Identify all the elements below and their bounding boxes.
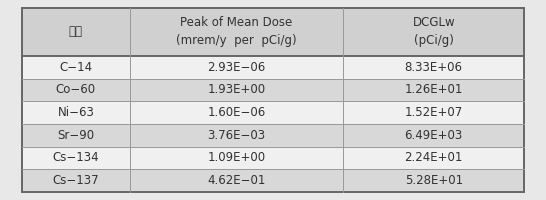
Text: 1.52E+07: 1.52E+07: [405, 106, 463, 119]
Bar: [130, 169, 343, 192]
Bar: [22, 79, 130, 101]
Bar: [130, 101, 343, 124]
Text: Peak of Mean Dose
(mrem/y  per  pCi/g): Peak of Mean Dose (mrem/y per pCi/g): [176, 16, 297, 47]
Bar: [22, 8, 130, 56]
Text: Co−60: Co−60: [56, 83, 96, 96]
Text: 1.09E+00: 1.09E+00: [207, 151, 266, 164]
Text: 1.60E−06: 1.60E−06: [207, 106, 266, 119]
Bar: [343, 169, 524, 192]
Bar: [130, 56, 343, 79]
Bar: [343, 8, 524, 56]
Text: Cs−134: Cs−134: [52, 151, 99, 164]
Bar: [343, 56, 524, 79]
Bar: [343, 101, 524, 124]
Text: 6.49E+03: 6.49E+03: [405, 129, 463, 142]
Text: 5.28E+01: 5.28E+01: [405, 174, 463, 187]
Text: C−14: C−14: [60, 61, 92, 74]
Bar: [22, 147, 130, 169]
Bar: [130, 79, 343, 101]
Bar: [22, 101, 130, 124]
Bar: [343, 124, 524, 147]
Text: Sr−90: Sr−90: [57, 129, 94, 142]
Text: 1.93E+00: 1.93E+00: [207, 83, 266, 96]
Bar: [22, 56, 130, 79]
Bar: [130, 147, 343, 169]
Bar: [343, 147, 524, 169]
Text: DCGLw
(pCi/g): DCGLw (pCi/g): [412, 16, 455, 47]
Text: 4.62E−01: 4.62E−01: [207, 174, 266, 187]
Bar: [22, 169, 130, 192]
Text: 2.24E+01: 2.24E+01: [405, 151, 463, 164]
Text: Cs−137: Cs−137: [52, 174, 99, 187]
Text: 8.33E+06: 8.33E+06: [405, 61, 463, 74]
Bar: [343, 79, 524, 101]
Text: Ni−63: Ni−63: [57, 106, 94, 119]
Bar: [22, 124, 130, 147]
Bar: [130, 8, 343, 56]
Text: 1.26E+01: 1.26E+01: [405, 83, 463, 96]
Text: 3.76E−03: 3.76E−03: [207, 129, 266, 142]
Text: 핵종: 핵종: [69, 25, 83, 38]
Bar: [130, 124, 343, 147]
Text: 2.93E−06: 2.93E−06: [207, 61, 266, 74]
